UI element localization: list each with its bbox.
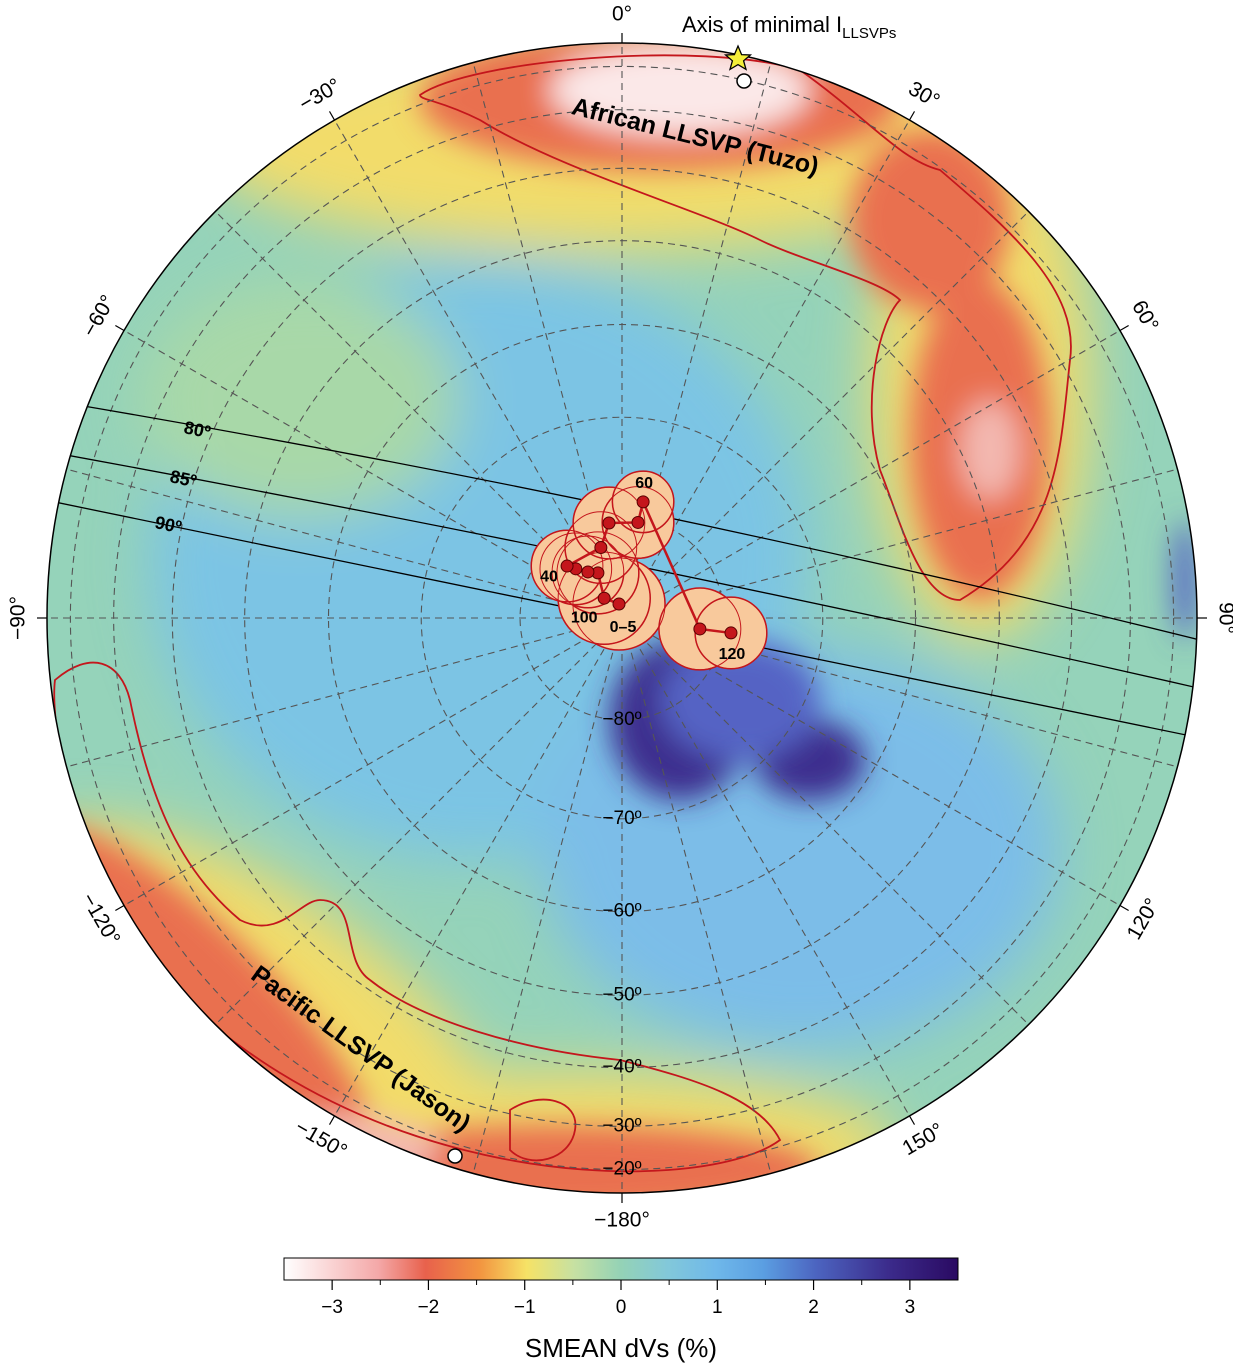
pole-age-label: 0–5 bbox=[610, 619, 637, 636]
parallel bbox=[171, 167, 1073, 1069]
colorbar-tick-label: 2 bbox=[808, 1297, 819, 1318]
pole bbox=[636, 495, 650, 509]
graticule: −80º −70º −60º −50º −40º −30º −20º bbox=[47, 43, 1197, 1193]
confidence-ellipse bbox=[556, 531, 640, 615]
pole bbox=[631, 515, 645, 529]
parallel-label: −20º bbox=[602, 1159, 641, 1180]
longitude-label: −120° bbox=[77, 889, 125, 949]
pole-age-label: 120 bbox=[719, 646, 746, 663]
longitude-label: 60° bbox=[1127, 297, 1163, 336]
axis-star bbox=[723, 44, 753, 71]
confidence-ellipse bbox=[539, 532, 613, 606]
title: Axis of minimal ILLSVPs bbox=[682, 12, 896, 42]
colorbar: SMEAN dVs (%) −3 −2 −1 0 1 2 3 bbox=[283, 1257, 959, 1363]
pole bbox=[602, 516, 616, 530]
confidence-ellipse bbox=[572, 486, 646, 560]
parallel-label: −80º bbox=[602, 709, 641, 730]
longitude-label: 30° bbox=[904, 77, 943, 113]
longitude-tick bbox=[908, 111, 916, 121]
parallel-label: −40º bbox=[602, 1057, 641, 1078]
antipode-circle bbox=[447, 1148, 463, 1164]
pole bbox=[594, 541, 608, 555]
longitude-label: 0° bbox=[612, 3, 632, 26]
pole bbox=[612, 597, 626, 611]
longitude-label: −180° bbox=[594, 1209, 650, 1232]
confidence-ellipse bbox=[530, 529, 604, 603]
longitude-tick bbox=[115, 324, 125, 332]
confidence-ellipse bbox=[658, 587, 742, 671]
title-main: Axis of minimal I bbox=[682, 12, 842, 37]
colorbar-tick-label: 3 bbox=[905, 1297, 916, 1318]
parallel bbox=[327, 323, 917, 913]
longitude-tick bbox=[328, 1115, 336, 1125]
title-subscript: LLSVPs bbox=[842, 25, 896, 42]
pole bbox=[693, 622, 707, 636]
pole bbox=[560, 559, 574, 573]
longitude-label: −60° bbox=[78, 291, 120, 341]
pole bbox=[597, 591, 611, 605]
parallel-label: −70º bbox=[602, 808, 641, 829]
parallel-label: −60º bbox=[602, 901, 641, 922]
colorbar-tick-label: −1 bbox=[514, 1297, 536, 1318]
pole-age-label: 100 bbox=[571, 609, 598, 626]
parallel bbox=[244, 240, 1000, 996]
colorbar-tick-label: 0 bbox=[616, 1297, 627, 1318]
longitude-tick bbox=[115, 904, 125, 912]
parallel bbox=[113, 109, 1131, 1127]
longitude-tick bbox=[1119, 324, 1129, 332]
pole-path: 0–5 100 40 60 120 bbox=[530, 470, 768, 671]
parallel-label: −50º bbox=[602, 984, 641, 1005]
longitude-tick bbox=[1119, 904, 1129, 912]
parallel-label: −30º bbox=[602, 1115, 641, 1136]
colorbar-tick-label: −3 bbox=[321, 1297, 343, 1318]
longitude-label: −30° bbox=[295, 74, 345, 116]
colorbar-tick-label: 1 bbox=[712, 1297, 723, 1318]
axis-circle bbox=[736, 73, 752, 89]
longitude-label: 120° bbox=[1123, 894, 1165, 943]
pole-age-label: 60 bbox=[635, 475, 653, 492]
longitude-label: 150° bbox=[898, 1119, 947, 1161]
parallel bbox=[69, 65, 1175, 1171]
parallel bbox=[420, 416, 824, 820]
longitude-tick bbox=[328, 111, 336, 121]
pole-age-label: 40 bbox=[540, 568, 558, 585]
colorbar-ramp bbox=[283, 1257, 959, 1281]
colorbar-tick-label: −2 bbox=[418, 1297, 440, 1318]
longitude-label: 90° bbox=[1214, 602, 1233, 634]
pole bbox=[581, 565, 595, 579]
confidence-ellipse bbox=[601, 486, 675, 559]
longitude-tick bbox=[908, 1115, 916, 1125]
longitude-label: −90° bbox=[7, 596, 30, 640]
confidence-ellipse bbox=[551, 535, 625, 609]
confidence-ellipse bbox=[611, 470, 675, 534]
pole bbox=[724, 626, 738, 640]
longitude-label: −150° bbox=[291, 1116, 351, 1164]
colorbar-label: SMEAN dVs (%) bbox=[525, 1333, 717, 1363]
